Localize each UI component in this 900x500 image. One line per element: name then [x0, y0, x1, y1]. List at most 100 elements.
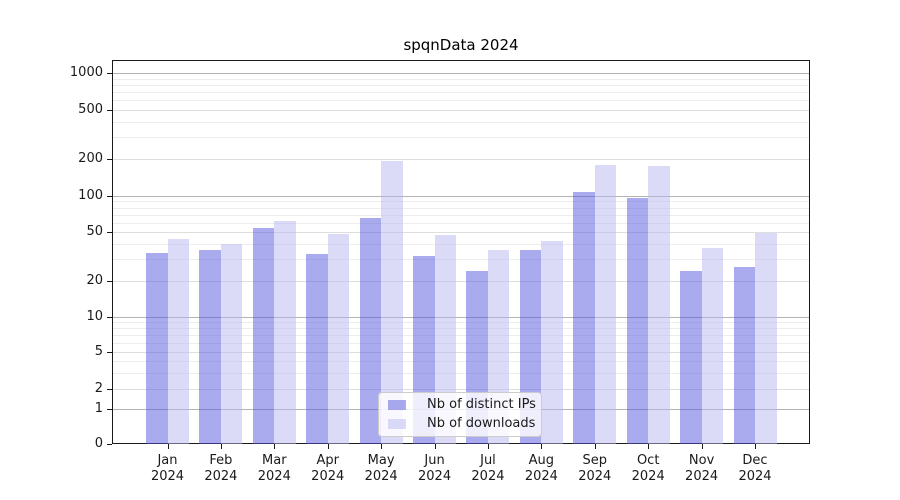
gridline-minor: [113, 207, 809, 209]
gridline-major: [113, 281, 809, 282]
x-tick-label: Aug 2024: [524, 453, 558, 484]
y-tick-label: 0: [94, 436, 103, 451]
gridline-minor: [113, 100, 809, 102]
gridline-minor: [113, 214, 809, 216]
x-tick-label: Oct 2024: [631, 453, 665, 484]
gridline-decade: [113, 73, 809, 74]
x-tick: [381, 444, 383, 449]
x-tick-label: Dec 2024: [738, 453, 772, 484]
x-tick: [755, 444, 756, 449]
bar-downloads-apr: [327, 234, 350, 444]
legend-row-ips: Nb of distinct IPs: [388, 397, 536, 413]
bar-downloads-aug: [541, 241, 563, 444]
bar-downloads-oct: [648, 166, 670, 444]
y-tick-label: 500: [78, 102, 103, 117]
gridline-minor: [113, 137, 809, 139]
x-tick: [220, 444, 222, 449]
x-tick: [541, 444, 543, 449]
gridline-minor: [113, 322, 809, 324]
gridline-minor: [113, 92, 809, 94]
bar-distinct-ips-sep: [573, 191, 595, 444]
legend-row-downloads: Nb of downloads: [388, 416, 536, 432]
y-tick-label: 10: [86, 309, 103, 324]
x-tick: [274, 444, 276, 449]
x-tick-label: Jul 2024: [471, 453, 505, 484]
y-tick: [107, 352, 112, 353]
gridline-minor: [113, 121, 809, 123]
y-tick-label: 1: [94, 401, 103, 416]
y-tick-label: 100: [78, 188, 103, 203]
y-tick-label: 50: [86, 224, 103, 239]
bar-downloads-sep: [594, 164, 617, 444]
gridline-decade: [113, 196, 809, 197]
x-tick: [701, 444, 703, 449]
gridline-minor: [113, 78, 809, 80]
x-tick-label: Feb 2024: [204, 453, 238, 484]
y-tick-label: 1000: [69, 65, 103, 80]
gridline-minor: [113, 342, 809, 344]
gridline-major: [113, 110, 809, 111]
bar-distinct-ips-oct: [626, 198, 649, 444]
x-tick: [487, 444, 489, 449]
y-tick: [107, 232, 112, 233]
y-tick: [107, 110, 112, 111]
gridline-minor: [113, 328, 809, 330]
y-tick: [107, 73, 112, 74]
y-tick: [107, 159, 112, 160]
bar-distinct-ips-mar: [252, 228, 275, 444]
y-tick: [107, 196, 112, 197]
gridline-minor: [113, 259, 809, 261]
bar-distinct-ips-apr: [306, 254, 328, 444]
chart-title: spqnData 2024: [403, 36, 519, 54]
bar-downloads-dec: [755, 233, 777, 444]
legend: Nb of distinct IPs Nb of downloads: [378, 392, 542, 437]
y-tick: [107, 281, 112, 282]
y-tick-label: 5: [94, 344, 103, 359]
bar-distinct-ips-nov: [680, 271, 702, 444]
x-tick: [327, 444, 329, 449]
bar-distinct-ips-feb: [199, 249, 221, 444]
bar-distinct-ips-jan: [146, 252, 168, 444]
y-tick: [107, 389, 112, 390]
legend-label-ips: Nb of distinct IPs: [427, 397, 536, 412]
bar-downloads-jan: [167, 238, 189, 444]
x-tick-label: Sep 2024: [578, 453, 612, 484]
x-tick-label: Jun 2024: [418, 453, 452, 484]
gridline-minor: [113, 243, 809, 245]
y-tick: [107, 317, 112, 318]
bar-downloads-may: [381, 160, 403, 444]
y-tick: [107, 409, 112, 410]
y-tick-label: 2: [94, 381, 103, 396]
x-tick-label: Nov 2024: [685, 453, 719, 484]
bar-downloads-feb: [220, 243, 243, 444]
gridline-major: [113, 232, 809, 233]
gridline-minor: [113, 84, 809, 86]
legend-swatch-downloads: [388, 419, 406, 429]
x-tick: [167, 444, 169, 449]
x-tick-label: Apr 2024: [311, 453, 345, 484]
bar-downloads-nov: [701, 248, 724, 444]
bar-downloads-mar: [274, 220, 296, 444]
x-tick: [434, 444, 436, 449]
gridline-minor: [113, 201, 809, 203]
legend-label-downloads: Nb of downloads: [427, 416, 536, 431]
gridline-minor: [113, 335, 809, 336]
gridline-decade: [113, 317, 809, 318]
plot-area: [112, 60, 810, 444]
legend-swatch-ips: [388, 400, 406, 410]
x-tick-label: Mar 2024: [257, 453, 291, 484]
bar-distinct-ips-dec: [733, 266, 755, 444]
gridline-minor: [113, 372, 809, 374]
y-tick: [107, 444, 112, 445]
gridline-major: [113, 389, 809, 390]
bar-distinct-ips-may: [359, 218, 382, 444]
gridline-minor: [113, 222, 809, 224]
x-tick-label: Jan 2024: [150, 453, 185, 484]
gridline-major: [113, 352, 809, 353]
gridline-minor: [113, 361, 809, 362]
x-tick: [648, 444, 650, 449]
bar-downloads-jun: [434, 235, 457, 444]
y-tick-label: 20: [86, 273, 103, 288]
gridline-major: [113, 159, 809, 160]
